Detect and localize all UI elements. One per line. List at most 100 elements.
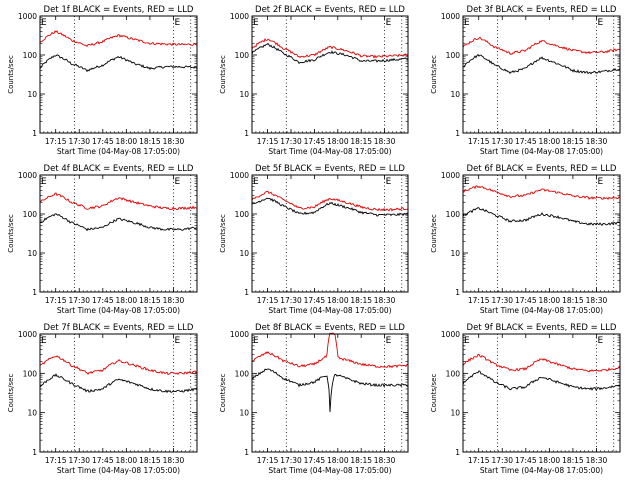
e-marker: E (464, 336, 470, 346)
panel-3: Det 3f BLACK = Events, RED = LLD Counts/s… (430, 5, 621, 156)
chart-title: Det 9f BLACK = Events, RED = LLD (467, 323, 617, 333)
x-axis-label: Start Time (04-May-08 17:05:00) (268, 147, 391, 156)
x-tick-label: 17:30 (280, 296, 302, 305)
panel-4: Det 4f BLACK = Events, RED = LLD Counts/s… (7, 164, 198, 315)
y-tick-label: 1000 (441, 12, 460, 21)
x-tick-label: 18:15 (562, 296, 584, 305)
y-tick-label: 10 (239, 249, 249, 258)
x-tick-label: 18:15 (562, 456, 584, 465)
y-tick-label: 1 (455, 129, 460, 138)
e-marker: E (41, 177, 47, 187)
panel-6: Det 6f BLACK = Events, RED = LLD Counts/s… (430, 164, 621, 315)
x-tick-label: 17:30 (68, 456, 90, 465)
plot-frame (462, 174, 621, 293)
y-axis-label: Counts/sec (7, 374, 15, 413)
x-tick-label: 18:30 (163, 456, 185, 465)
series-line-lld (251, 190, 409, 212)
x-axis-label: Start Time (04-May-08 17:05:00) (268, 466, 391, 475)
e-marker: E (174, 336, 180, 346)
x-axis-label: Start Time (04-May-08 17:05:00) (268, 306, 391, 315)
y-tick-label: 10 (239, 409, 249, 418)
y-tick-label: 100 (235, 51, 250, 60)
e-marker: E (174, 177, 180, 187)
e-marker: E (386, 336, 392, 346)
x-tick-label: 18:00 (327, 296, 349, 305)
series-line-lld (462, 354, 621, 373)
x-tick-label: 17:45 (92, 456, 114, 465)
y-tick-label: 1000 (441, 171, 460, 180)
panel-1: Det 1f BLACK = Events, RED = LLD Counts/s… (7, 5, 198, 156)
series-line-events (251, 368, 408, 413)
y-tick-label: 1000 (441, 330, 460, 339)
x-tick-label: 18:00 (539, 296, 561, 305)
y-tick-label: 100 (446, 369, 461, 378)
x-axis-label: Start Time (04-May-08 17:05:00) (480, 306, 603, 315)
e-marker: E (253, 177, 259, 187)
series-line-lld (39, 355, 198, 376)
e-marker: E (41, 336, 47, 346)
plot-frame (251, 333, 409, 453)
y-axis-label: Counts/sec (219, 214, 227, 253)
series-line-lld (462, 185, 621, 201)
x-tick-label: 17:30 (280, 137, 302, 146)
y-tick-label: 100 (235, 369, 250, 378)
y-tick-label: 100 (446, 51, 461, 60)
x-tick-label: 17:15 (468, 137, 490, 146)
chart-title: Det 3f BLACK = Events, RED = LLD (467, 5, 617, 15)
chart-title: Det 2f BLACK = Events, RED = LLD (255, 5, 405, 15)
y-axis-label: Counts/sec (7, 55, 15, 94)
y-tick-label: 10 (27, 409, 37, 418)
y-tick-label: 1 (244, 288, 249, 297)
y-tick-label: 1 (32, 288, 37, 297)
e-marker: E (41, 18, 47, 28)
y-tick-label: 1 (244, 129, 249, 138)
y-tick-label: 1000 (18, 12, 37, 21)
series-line-events (251, 197, 409, 217)
x-tick-label: 18:30 (374, 456, 396, 465)
x-tick-label: 17:30 (491, 456, 513, 465)
y-tick-label: 1000 (230, 330, 249, 339)
y-tick-label: 1000 (230, 12, 249, 21)
plot-frame (39, 15, 198, 134)
x-axis-label: Start Time (04-May-08 17:05:00) (480, 466, 603, 475)
series-line-events (462, 370, 621, 391)
x-tick-label: 17:45 (304, 456, 326, 465)
y-tick-label: 10 (450, 90, 460, 99)
x-tick-label: 18:15 (139, 296, 161, 305)
y-tick-label: 100 (446, 210, 461, 219)
y-tick-label: 1 (244, 448, 249, 457)
x-tick-label: 18:15 (139, 137, 161, 146)
x-tick-label: 18:15 (350, 456, 372, 465)
y-tick-label: 1000 (18, 330, 37, 339)
y-tick-label: 10 (239, 90, 249, 99)
x-tick-label: 17:15 (468, 456, 490, 465)
y-tick-label: 1 (455, 448, 460, 457)
e-marker: E (464, 177, 470, 187)
y-tick-label: 100 (23, 51, 38, 60)
e-marker: E (597, 177, 603, 187)
x-tick-label: 17:15 (257, 456, 279, 465)
y-tick-label: 1000 (18, 171, 37, 180)
x-tick-label: 18:00 (539, 456, 561, 465)
chart-title: Det 6f BLACK = Events, RED = LLD (467, 164, 617, 174)
plot-frame (39, 333, 198, 453)
x-tick-label: 18:15 (139, 456, 161, 465)
series-line-events (251, 42, 409, 64)
panel-9: Det 9f BLACK = Events, RED = LLD Counts/s… (430, 323, 621, 475)
plot-frame (251, 174, 409, 293)
x-tick-label: 17:15 (257, 137, 279, 146)
x-tick-label: 17:30 (491, 137, 513, 146)
y-tick-label: 10 (27, 90, 37, 99)
x-tick-label: 17:30 (491, 296, 513, 305)
x-axis-label: Start Time (04-May-08 17:05:00) (57, 306, 180, 315)
y-axis-label: Counts/sec (219, 374, 227, 413)
y-axis-label: Counts/sec (7, 214, 15, 253)
x-tick-label: 17:45 (92, 137, 114, 146)
y-axis-label: Counts/sec (219, 55, 227, 94)
x-axis-label: Start Time (04-May-08 17:05:00) (57, 147, 180, 156)
x-tick-label: 17:30 (280, 456, 302, 465)
plot-frame (462, 333, 621, 453)
chart-title: Det 8f BLACK = Events, RED = LLD (255, 323, 405, 333)
x-tick-label: 18:30 (163, 296, 185, 305)
series-line-lld (39, 30, 198, 48)
